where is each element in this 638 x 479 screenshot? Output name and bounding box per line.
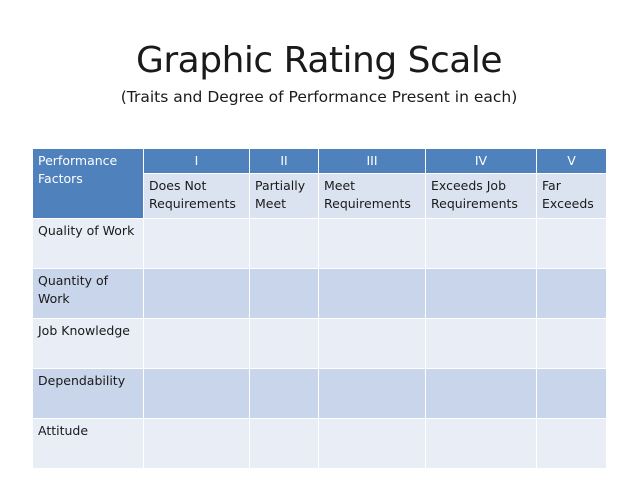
rating-cell[interactable] [318, 268, 426, 319]
rating-cell[interactable] [249, 268, 319, 319]
level-header-iii: III [318, 148, 426, 174]
factor-dependability: Dependability [32, 368, 144, 419]
level-desc-iv: Exceeds Job Requirements [425, 173, 537, 219]
rating-cell[interactable] [536, 218, 607, 269]
rating-cell[interactable] [318, 418, 426, 469]
level-desc-i: Does Not Requirements [143, 173, 250, 219]
rating-cell[interactable] [143, 218, 250, 269]
rating-cell[interactable] [425, 218, 537, 269]
header-row-levels: Performance Factors I II III IV V [32, 148, 607, 219]
table-row: Attitude [32, 418, 607, 469]
rating-cell[interactable] [318, 218, 426, 269]
level-desc-ii: Partially Meet [249, 173, 319, 219]
rating-cell[interactable] [318, 368, 426, 419]
level-header-i: I [143, 148, 250, 174]
factor-quantity-of-work: Quantity of Work [32, 268, 144, 319]
rating-cell[interactable] [536, 318, 607, 369]
page-subtitle: (Traits and Degree of Performance Presen… [120, 88, 518, 106]
rating-cell[interactable] [143, 418, 250, 469]
level-header-iv: IV [425, 148, 537, 174]
rating-cell[interactable] [249, 368, 319, 419]
rating-cell[interactable] [425, 418, 537, 469]
rating-cell[interactable] [143, 368, 250, 419]
rating-cell[interactable] [536, 268, 607, 319]
rating-cell[interactable] [425, 368, 537, 419]
table-row: Dependability [32, 368, 607, 419]
rating-cell[interactable] [425, 268, 537, 319]
page-title: Graphic Rating Scale [135, 40, 503, 81]
rating-cell[interactable] [425, 318, 537, 369]
level-header-ii: II [249, 148, 319, 174]
rating-cell[interactable] [143, 318, 250, 369]
rating-cell[interactable] [249, 418, 319, 469]
rating-cell[interactable] [249, 318, 319, 369]
factor-attitude: Attitude [32, 418, 144, 469]
factor-job-knowledge: Job Knowledge [32, 318, 144, 369]
table-row: Quantity of Work [32, 268, 607, 319]
level-desc-v: Far Exceeds [536, 173, 607, 219]
level-header-v: V [536, 148, 607, 174]
rating-cell[interactable] [249, 218, 319, 269]
rating-cell[interactable] [318, 318, 426, 369]
rating-cell[interactable] [143, 268, 250, 319]
header-row-descriptions: Does Not Requirements Partially Meet Mee… [33, 173, 607, 219]
rating-scale-table: Performance Factors I II III IV V Does N… [32, 148, 607, 469]
table-row: Quality of Work [32, 218, 607, 269]
rating-cell[interactable] [536, 418, 607, 469]
table-row: Job Knowledge [32, 318, 607, 369]
level-desc-iii: Meet Requirements [318, 173, 426, 219]
header-performance-factors: Performance Factors [32, 148, 144, 219]
rating-cell[interactable] [536, 368, 607, 419]
factor-quality-of-work: Quality of Work [32, 218, 144, 269]
